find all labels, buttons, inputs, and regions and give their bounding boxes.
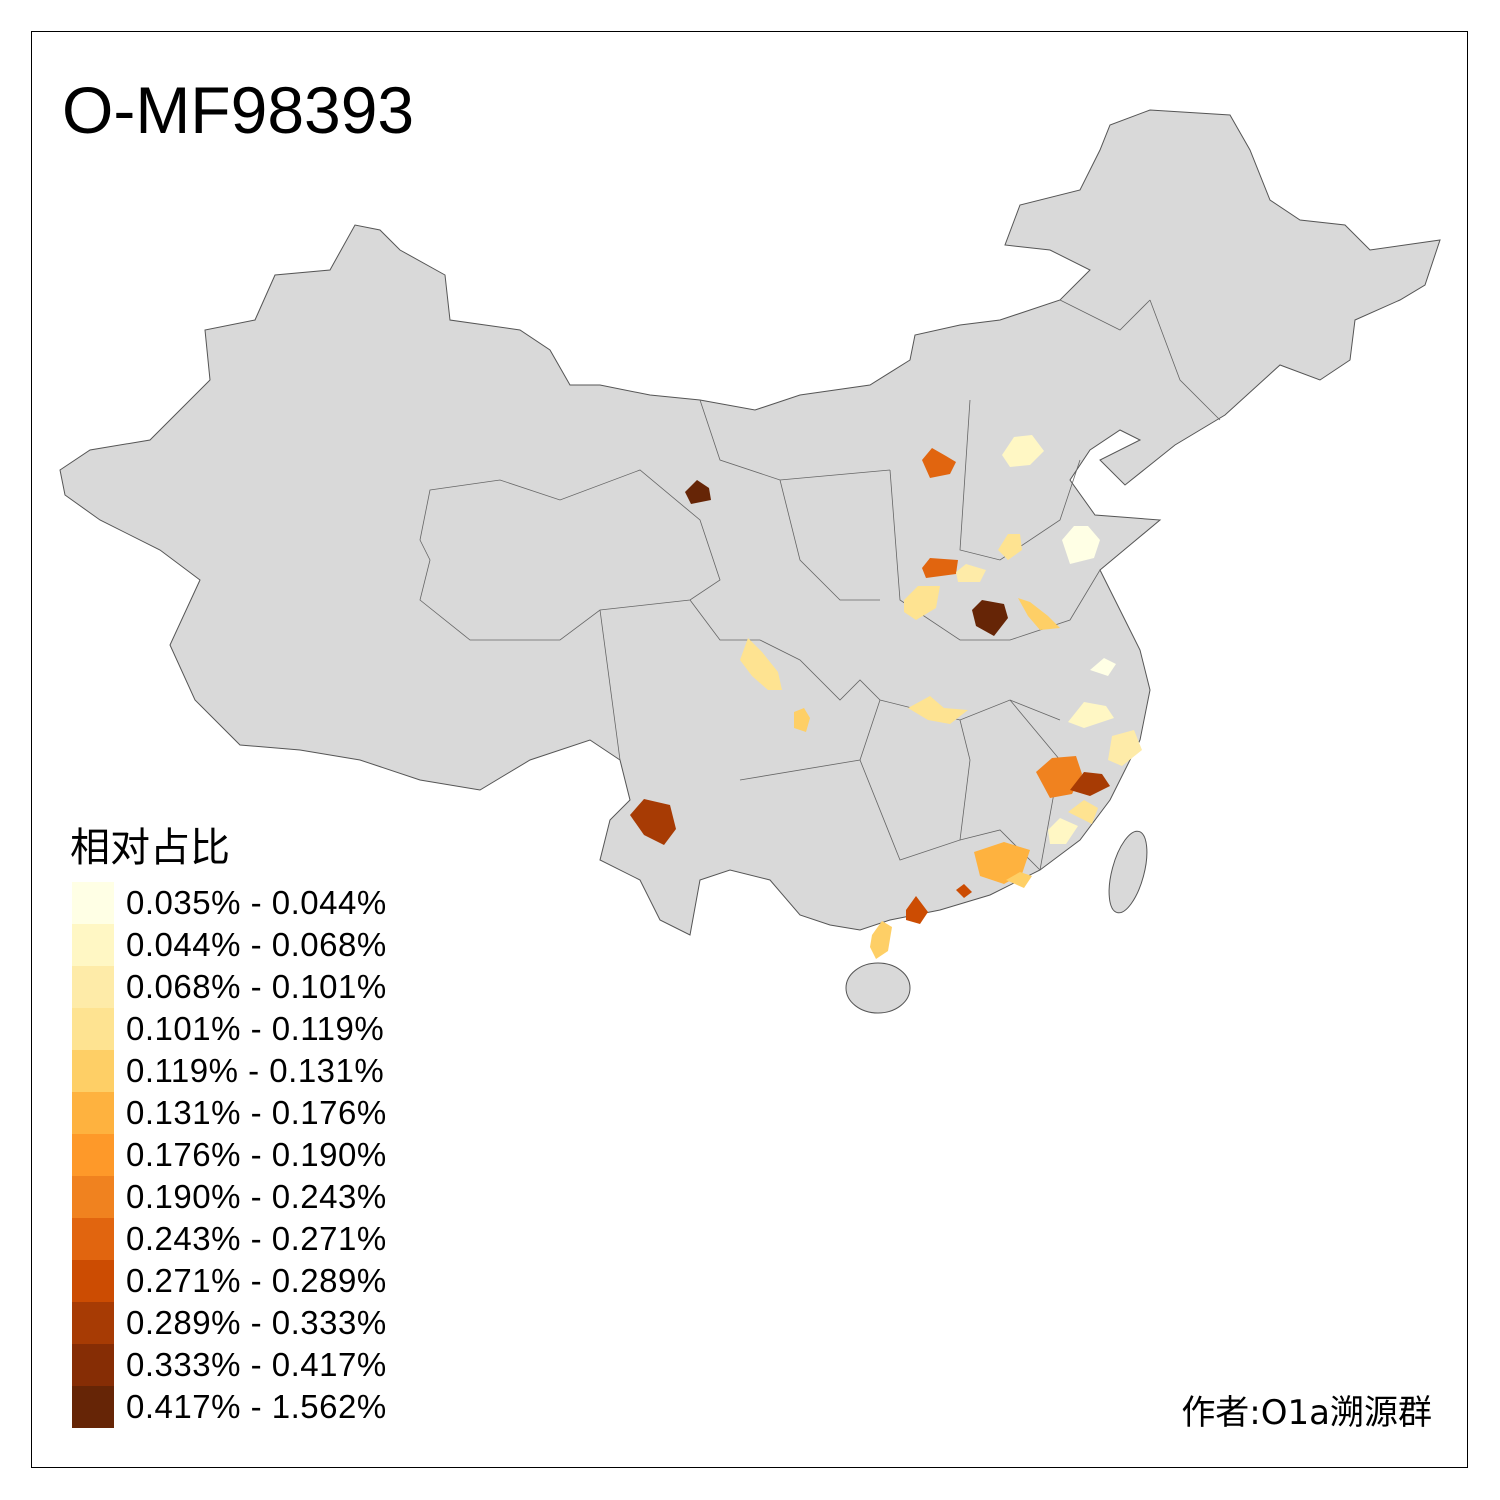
legend-item: 0.176% - 0.190%: [72, 1134, 387, 1176]
region: [1018, 598, 1060, 630]
legend-label: 0.417% - 1.562%: [126, 1388, 387, 1425]
legend-item: 0.333% - 0.417%: [72, 1344, 387, 1386]
region: [1048, 818, 1078, 844]
region: [906, 896, 928, 924]
legend-label: 0.333% - 0.417%: [126, 1346, 387, 1383]
legend-label: 0.044% - 0.068%: [126, 926, 387, 963]
legend-label: 0.068% - 0.101%: [126, 968, 387, 1005]
legend-label: 0.035% - 0.044%: [126, 884, 387, 921]
legend-label: 0.119% - 0.131%: [126, 1052, 385, 1089]
legend-label: 0.101% - 0.119%: [126, 1010, 385, 1047]
legend-swatch: [72, 1008, 114, 1050]
legend-item: 0.243% - 0.271%: [72, 1218, 387, 1260]
region: [1002, 435, 1044, 467]
legend-item: 0.271% - 0.289%: [72, 1260, 387, 1302]
region: [870, 921, 892, 959]
legend-swatch: [72, 1176, 114, 1218]
region: [1068, 702, 1114, 728]
legend-swatch: [72, 1386, 114, 1428]
china-outline: [59, 109, 1441, 936]
legend-item: 0.119% - 0.131%: [72, 1050, 387, 1092]
taiwan-island: [1108, 830, 1148, 914]
hainan-island: [845, 962, 911, 1014]
legend-item: 0.101% - 0.119%: [72, 1008, 387, 1050]
region: [908, 696, 968, 724]
legend-item: 0.068% - 0.101%: [72, 966, 387, 1008]
region: [740, 638, 782, 690]
legend-item: 0.131% - 0.176%: [72, 1092, 387, 1134]
region: [1108, 730, 1142, 766]
legend-swatch: [72, 1260, 114, 1302]
region: [794, 708, 810, 732]
region: [904, 586, 940, 620]
legend-swatch: [72, 924, 114, 966]
legend-swatch: [72, 966, 114, 1008]
region: [1062, 526, 1100, 564]
legend-label: 0.190% - 0.243%: [126, 1178, 387, 1215]
region: [974, 842, 1030, 884]
region: [630, 799, 676, 845]
map-title: O-MF98393: [62, 73, 415, 147]
legend-title: 相对占比: [70, 825, 230, 871]
legend-swatch: [72, 1344, 114, 1386]
legend-label: 0.271% - 0.289%: [126, 1262, 387, 1299]
region: [972, 600, 1008, 636]
region: [922, 558, 958, 578]
region: [998, 534, 1022, 560]
region: [1068, 800, 1098, 824]
legend-swatch: [72, 1092, 114, 1134]
legend-swatch: [72, 1134, 114, 1176]
legend-label: 0.131% - 0.176%: [126, 1094, 387, 1131]
legend-item: 0.190% - 0.243%: [72, 1176, 387, 1218]
author-credit: 作者:O1a溯源群: [1181, 1393, 1432, 1433]
legend-label: 0.289% - 0.333%: [126, 1304, 387, 1341]
region: [1070, 772, 1110, 796]
colored-regions: [630, 435, 1142, 959]
legend-item: 0.035% - 0.044%: [72, 882, 387, 924]
region: [956, 884, 972, 898]
legend-item: 0.289% - 0.333%: [72, 1302, 387, 1344]
region: [922, 448, 956, 478]
legend-swatch: [72, 882, 114, 924]
legend-swatch: [72, 1050, 114, 1092]
legend-item: 0.417% - 1.562%: [72, 1386, 387, 1428]
region: [1036, 756, 1082, 798]
region: [1006, 872, 1032, 888]
region: [956, 564, 986, 582]
legend-item: 0.044% - 0.068%: [72, 924, 387, 966]
map-frame: [31, 31, 1468, 1468]
region: [685, 480, 711, 504]
legend-swatch: [72, 1218, 114, 1260]
legend-label: 0.176% - 0.190%: [126, 1136, 387, 1173]
legend: 0.035% - 0.044% 0.044% - 0.068% 0.068% - 0…: [72, 882, 387, 1428]
legend-label: 0.243% - 0.271%: [126, 1220, 387, 1257]
legend-swatch: [72, 1302, 114, 1344]
region: [1090, 658, 1116, 676]
